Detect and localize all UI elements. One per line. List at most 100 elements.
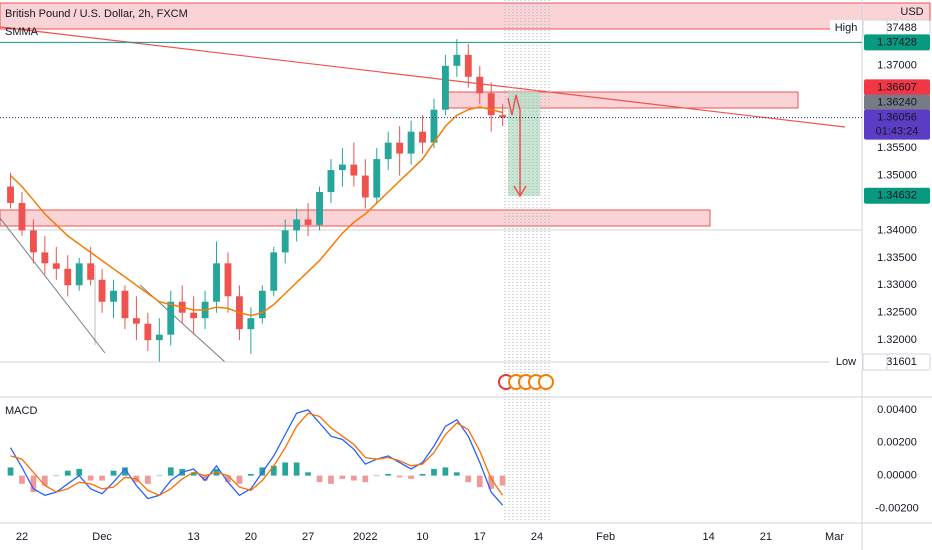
- macd-histogram-bar: [293, 462, 300, 476]
- price-badge-label: 1.36056: [877, 112, 917, 124]
- chart-title: British Pound / U.S. Dollar, 2h, FXCM: [5, 8, 188, 20]
- macd-histogram-bar: [87, 475, 94, 481]
- macd-histogram-bar: [328, 475, 334, 484]
- price-badge: [864, 94, 930, 111]
- macd-histogram-bar: [225, 475, 231, 483]
- macd-histogram-bar: [362, 475, 369, 483]
- macd-histogram-bar: [476, 475, 483, 488]
- macd-histogram-bar: [396, 475, 403, 478]
- candle-body: [18, 202, 26, 231]
- x-tick-label: 27: [302, 531, 314, 543]
- candle-body: [396, 142, 404, 154]
- macd-histogram-bar: [408, 475, 414, 479]
- countdown: 01:43:24: [876, 126, 919, 138]
- macd-histogram-bar: [19, 475, 25, 484]
- candle-body: [75, 263, 83, 286]
- x-tick-label: 24: [531, 531, 543, 543]
- candle-body: [110, 290, 117, 302]
- price-tag: Low: [836, 356, 856, 368]
- macd-label: MACD: [5, 405, 37, 417]
- candle-body: [430, 109, 438, 143]
- x-tick-label: Mar: [825, 531, 844, 543]
- price-badge-label: 1.36607: [877, 81, 917, 93]
- signal-line: [10, 412, 504, 497]
- candle-body: [52, 263, 60, 269]
- macd-histogram-bar: [190, 472, 197, 476]
- indicator-label: SMMA: [5, 26, 39, 38]
- macd-tick-label: 0.00200: [877, 437, 917, 449]
- candle-body: [327, 170, 335, 193]
- macd-histogram-bar: [7, 467, 14, 476]
- price-badge: [864, 79, 930, 96]
- macd-histogram-bar: [351, 475, 357, 481]
- candle-body: [441, 65, 449, 110]
- candle-body: [293, 219, 301, 231]
- price-badge-label: 1.34632: [877, 190, 917, 202]
- candle-body: [316, 192, 323, 225]
- zone: [0, 209, 711, 227]
- candle-body: [419, 131, 426, 143]
- macd-histogram-bar: [282, 462, 289, 476]
- candle-body: [64, 268, 72, 286]
- x-tick-label: 20: [245, 531, 257, 543]
- macd-histogram-bar: [167, 467, 174, 476]
- macd-tick-label: 0.00000: [877, 470, 917, 482]
- price-tag: High: [835, 22, 858, 34]
- macd-histogram-bar: [110, 470, 117, 476]
- macd-histogram-bar: [442, 467, 449, 476]
- x-tick-label: Dec: [92, 531, 112, 543]
- candle-body: [361, 175, 369, 198]
- macd-line: [9, 409, 504, 506]
- price-tag-box: [862, 353, 888, 371]
- macd-histogram-bar: [156, 475, 163, 477]
- x-tick-label: 17: [474, 531, 486, 543]
- candle-body: [453, 54, 461, 66]
- candle-body: [87, 263, 95, 280]
- candle-body: [384, 142, 392, 160]
- macd-histogram-bar: [30, 475, 37, 493]
- candle-body: [258, 290, 266, 319]
- macd-histogram-bar: [316, 475, 323, 483]
- x-tick-label: 2022: [353, 531, 377, 543]
- x-tick-label: 13: [188, 531, 200, 543]
- price-badge: [864, 109, 930, 140]
- candle-body: [121, 290, 129, 319]
- price-tag-bg: [830, 354, 862, 371]
- price-badge-label: 1.36240: [877, 96, 917, 108]
- y-tick-label: 1.35500: [877, 142, 917, 154]
- smma-line: [9, 106, 503, 317]
- macd-histogram-bar: [270, 465, 277, 476]
- candle-body: [476, 76, 484, 94]
- macd-histogram-bar: [431, 469, 437, 476]
- channel-line: [0, 217, 106, 354]
- y-tick-label: 1.35000: [877, 169, 917, 181]
- macd-histogram-bar: [53, 475, 60, 477]
- macd-histogram-bar: [373, 475, 380, 477]
- x-tick-label: 22: [16, 531, 28, 543]
- y-tick-label: 1.33500: [877, 252, 917, 264]
- macd-histogram-bar: [305, 472, 311, 476]
- x-tick-label: 21: [760, 531, 772, 543]
- candle-body: [464, 54, 472, 77]
- trend-line: [0, 26, 846, 128]
- macd-histogram-bar: [499, 475, 506, 486]
- candle-body: [407, 131, 415, 154]
- price-badge-label: 1.37428: [877, 36, 917, 48]
- x-tick-label: Feb: [596, 531, 615, 543]
- price-badge: [864, 187, 930, 204]
- macd-histogram-bar: [465, 475, 472, 483]
- y-tick-label: 1.32500: [877, 307, 917, 319]
- candle-body: [338, 164, 346, 171]
- candle-body: [98, 279, 106, 302]
- arrow-head: [513, 185, 527, 198]
- macd-histogram-bar: [99, 475, 105, 481]
- macd-histogram-bar: [339, 475, 346, 479]
- event-icons: [498, 374, 554, 390]
- x-tick-label: 14: [703, 531, 715, 543]
- macd-histogram-bar: [202, 475, 208, 481]
- candle-body: [29, 230, 37, 253]
- candle-body: [155, 334, 163, 341]
- candle-body: [144, 323, 152, 341]
- zone: [0, 2, 931, 30]
